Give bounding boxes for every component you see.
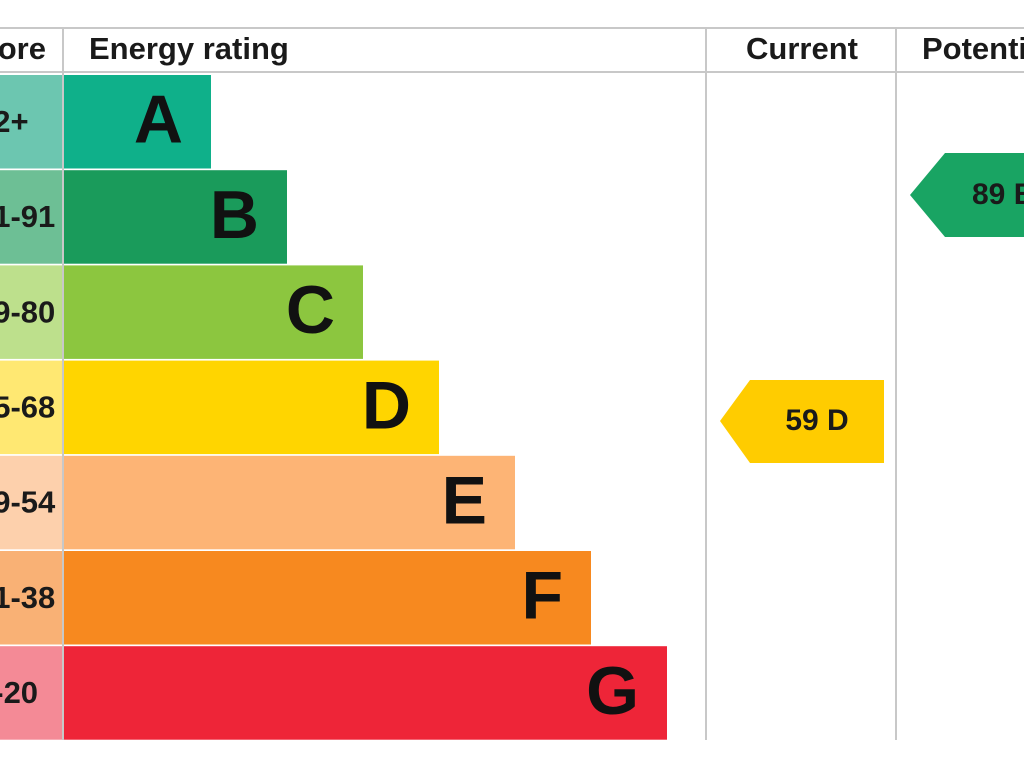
- score-cell: [0, 75, 62, 169]
- current-header: Current: [746, 31, 858, 66]
- current-arrow: [720, 380, 884, 463]
- rating-letter: A: [134, 82, 183, 158]
- rating-bar: [64, 646, 667, 740]
- score-cell: [0, 551, 62, 645]
- potential-label: 89 B: [972, 178, 1024, 211]
- potential-arrow: [910, 153, 1024, 237]
- rating-header: Energy rating: [89, 31, 289, 66]
- score-cell: [0, 455, 62, 550]
- score-range: 39-54: [0, 485, 56, 520]
- score-header: Score: [0, 31, 46, 66]
- score-range: 55-68: [0, 390, 55, 425]
- potential-header: Potential: [922, 31, 1024, 66]
- score-range: 1-20: [0, 675, 38, 710]
- score-range: 81-91: [0, 199, 55, 234]
- rating-bar: [64, 360, 439, 455]
- rating-letter: B: [210, 177, 259, 253]
- rating-letter: D: [362, 367, 411, 443]
- rating-letter: E: [442, 463, 487, 539]
- bands: 92+ A 81-91 B 69-80 C 55-68 D 39-54 E 21-38 F 1-20 G: [0, 75, 667, 740]
- score-range: 92+: [0, 104, 29, 139]
- rating-bar: [64, 265, 363, 359]
- score-cell: [0, 170, 62, 264]
- rating-bar: [64, 75, 211, 169]
- rating-bar: [64, 455, 515, 550]
- score-cell: [0, 265, 62, 359]
- score-cell: [0, 646, 62, 740]
- rating-bar: [64, 170, 287, 264]
- rating-letter: G: [586, 653, 639, 729]
- rating-letter: F: [521, 558, 563, 634]
- score-range: 69-80: [0, 294, 55, 329]
- rating-letter: C: [286, 272, 335, 348]
- score-range: 21-38: [0, 580, 55, 615]
- rating-bar: [64, 551, 591, 645]
- score-cell: [0, 360, 62, 455]
- current-label: 59 D: [785, 404, 848, 437]
